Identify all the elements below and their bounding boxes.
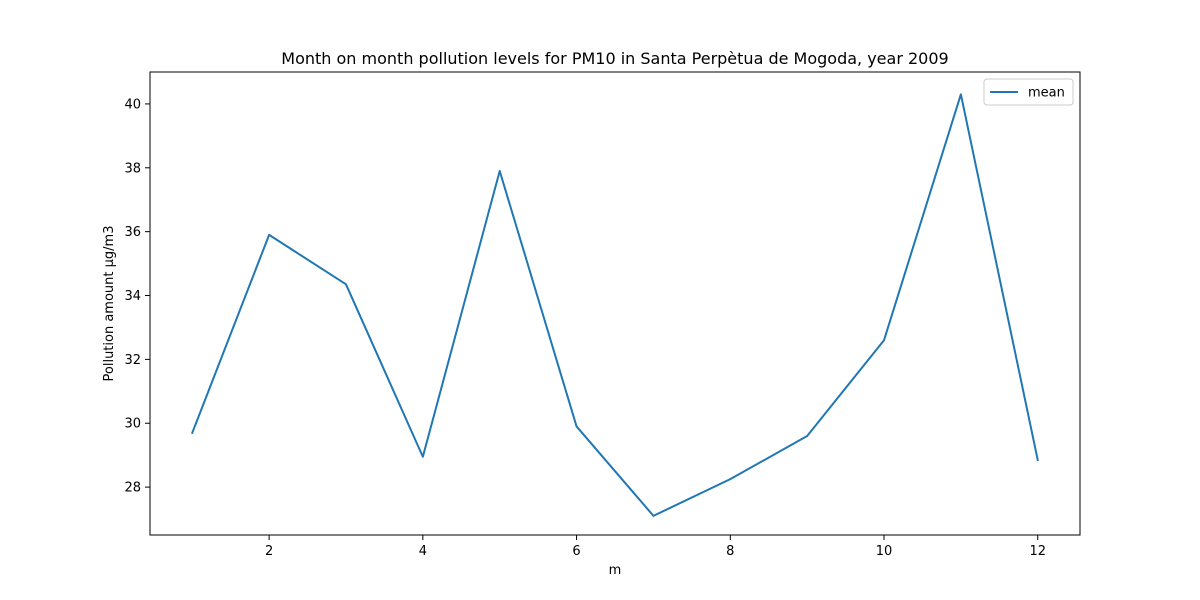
x-tick-label: 4 bbox=[419, 544, 427, 559]
series-layer bbox=[190, 93, 1039, 517]
y-tick-label: 34 bbox=[124, 289, 141, 304]
y-axis-label: Pollution amount μg/m3 bbox=[102, 226, 117, 382]
y-tick-label: 30 bbox=[124, 417, 141, 432]
x-tick-label: 6 bbox=[572, 544, 580, 559]
y-tick-label: 36 bbox=[124, 225, 141, 240]
legend-box bbox=[983, 78, 1074, 106]
x-tick-label: 2 bbox=[265, 544, 273, 559]
legend-label-mean: mean bbox=[1028, 86, 1065, 101]
series-line-mean bbox=[190, 93, 1039, 517]
x-axis-label: m bbox=[609, 563, 622, 578]
axes-frame bbox=[149, 71, 1081, 536]
y-tick-label: 32 bbox=[124, 353, 141, 368]
x-tick-label: 8 bbox=[726, 544, 734, 559]
y-tick-label: 28 bbox=[124, 481, 141, 496]
chart-title: Month on month pollution levels for PM10… bbox=[281, 49, 948, 68]
x-tick-label: 12 bbox=[1029, 544, 1046, 559]
y-tick-label: 40 bbox=[124, 97, 141, 112]
y-axis-ticks: 28 30 32 34 36 38 40 bbox=[124, 97, 150, 496]
x-tick-label: 10 bbox=[876, 544, 893, 559]
y-tick-label: 38 bbox=[124, 161, 141, 176]
x-axis-ticks: 2 4 6 8 10 12 bbox=[265, 535, 1046, 559]
legend: mean bbox=[983, 78, 1074, 106]
